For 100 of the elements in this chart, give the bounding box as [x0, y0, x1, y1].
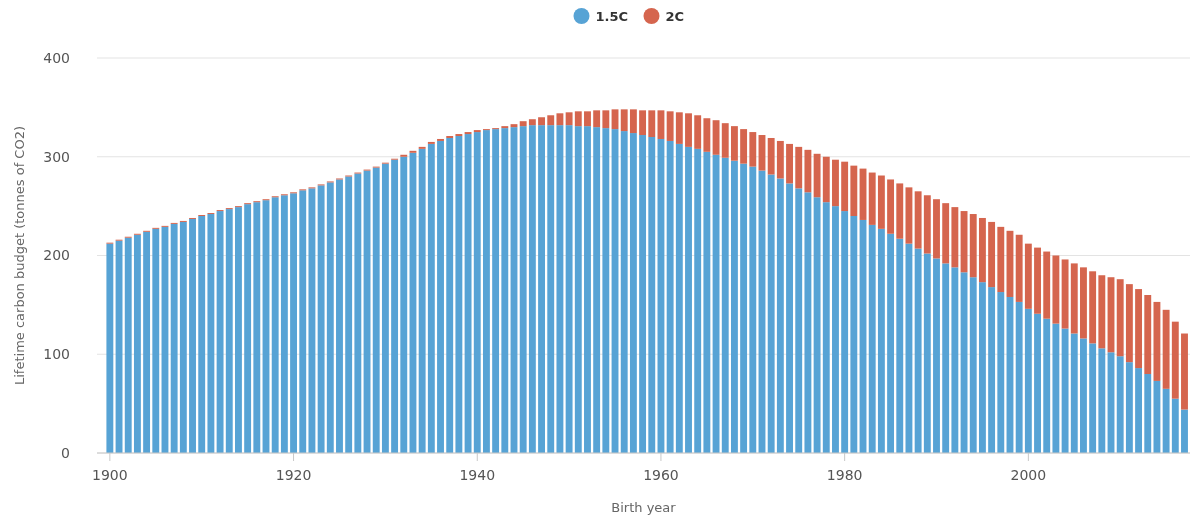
bar	[988, 287, 996, 453]
bar	[336, 179, 343, 453]
bar	[933, 258, 940, 453]
y-axis-title: Lifetime carbon budget (tonnes of CO2)	[12, 125, 27, 386]
bar	[400, 156, 408, 453]
bar	[978, 282, 986, 453]
bar	[841, 211, 849, 453]
bar	[427, 143, 435, 453]
bar	[510, 124, 518, 128]
bar	[372, 167, 380, 453]
bar	[850, 165, 858, 216]
bar	[189, 218, 196, 453]
bar	[914, 248, 922, 453]
bar	[648, 110, 656, 137]
bar	[639, 110, 647, 136]
bar	[1043, 318, 1051, 453]
y-tick-label: 400	[43, 49, 70, 66]
bar	[703, 151, 711, 453]
bar	[1162, 309, 1170, 389]
bar	[556, 113, 564, 126]
bar	[106, 243, 114, 453]
bar	[326, 182, 334, 453]
bar	[565, 125, 573, 453]
bar	[271, 197, 279, 453]
bar	[685, 113, 692, 147]
bar	[437, 140, 444, 453]
bar	[1034, 313, 1041, 453]
y-tick-label: 200	[43, 247, 70, 264]
bar	[648, 137, 656, 453]
bar	[556, 125, 564, 453]
bar	[675, 112, 683, 144]
bar	[951, 267, 959, 453]
y-tick-label: 300	[43, 148, 70, 165]
bar	[207, 214, 215, 453]
bar	[969, 214, 977, 278]
bar	[712, 120, 720, 155]
bar	[703, 118, 711, 152]
bar	[308, 188, 316, 453]
bar	[538, 125, 545, 453]
bar	[143, 231, 151, 453]
bar	[896, 238, 904, 453]
bar	[446, 137, 454, 453]
bar	[832, 206, 839, 453]
bar	[1116, 279, 1124, 357]
bar	[1162, 388, 1170, 453]
bar	[776, 140, 784, 179]
bar	[776, 178, 784, 453]
bar	[832, 159, 839, 207]
bar	[574, 126, 582, 453]
bar	[1024, 243, 1032, 309]
x-tick-label: 1920	[275, 467, 312, 483]
bar	[841, 161, 849, 212]
bar	[887, 179, 895, 234]
bar	[767, 174, 775, 453]
x-tick-label: 1900	[92, 467, 128, 483]
bar	[1181, 333, 1188, 410]
bar	[565, 112, 573, 126]
bar	[1061, 328, 1069, 453]
bar	[519, 121, 527, 127]
bar	[721, 123, 729, 158]
bar	[1181, 409, 1188, 453]
bar	[804, 192, 812, 453]
bar	[602, 110, 610, 129]
bar	[547, 115, 555, 126]
bar	[923, 195, 931, 254]
bar	[868, 224, 876, 453]
x-tick-label: 1960	[643, 467, 679, 483]
bar	[877, 175, 885, 229]
bar	[253, 202, 261, 453]
bar	[730, 126, 738, 161]
x-tick-label: 1940	[459, 467, 496, 483]
bar	[528, 119, 536, 126]
bar	[574, 111, 582, 127]
bar	[740, 163, 748, 453]
bar	[923, 253, 931, 453]
bar	[1043, 251, 1051, 319]
bar	[1144, 374, 1152, 453]
bar	[345, 176, 353, 453]
bar	[694, 115, 702, 149]
bar	[1135, 368, 1143, 453]
bar	[822, 202, 830, 453]
bar	[813, 197, 821, 453]
bar	[997, 292, 1005, 453]
bar	[216, 211, 224, 453]
bar	[280, 195, 288, 453]
y-tick-label: 100	[43, 346, 70, 363]
bar	[905, 187, 913, 244]
bar	[666, 140, 674, 453]
bar	[538, 117, 545, 126]
bar	[170, 223, 178, 453]
bar	[786, 143, 793, 184]
bar	[179, 221, 187, 453]
bar	[124, 237, 132, 453]
bar	[1061, 259, 1069, 329]
bar	[1089, 271, 1097, 344]
bar	[473, 132, 481, 453]
legend-label: 2C	[665, 8, 685, 24]
bar	[767, 137, 775, 175]
bar	[418, 148, 426, 453]
x-tick-label: 1980	[826, 467, 863, 483]
